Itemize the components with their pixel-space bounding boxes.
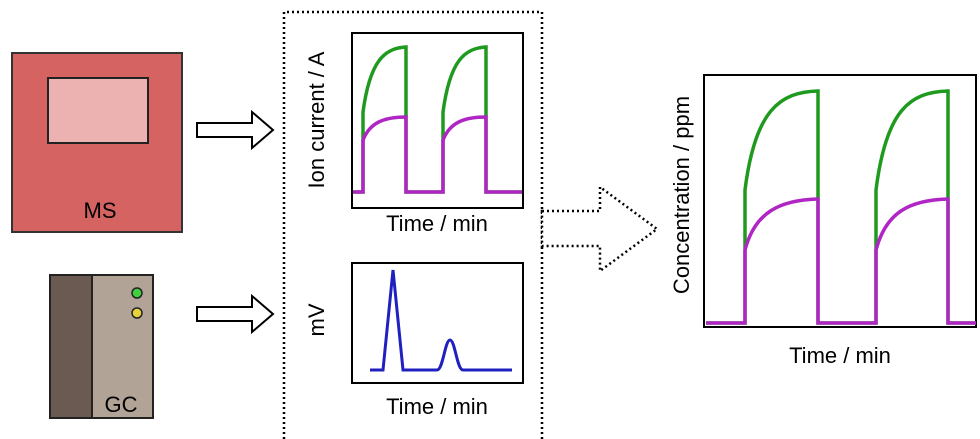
gc-label: GC (105, 392, 138, 417)
ion-panel: Ion current / A Time / min (304, 32, 524, 236)
ms-label: MS (84, 198, 117, 223)
x-axis-label: Time / min (386, 394, 488, 419)
x-axis-label: Time / min (789, 343, 891, 368)
gc-device: GC (49, 274, 154, 419)
y-axis-label: Ion current / A (304, 51, 329, 188)
dotted-frame (282, 10, 544, 439)
y-axis-label: mV (304, 303, 329, 336)
mv-panel: mV Time / min (304, 262, 524, 419)
x-axis-label: Time / min (386, 211, 488, 236)
dotted-arrow (540, 184, 660, 274)
ms-device: MS (11, 52, 183, 233)
arrow (196, 293, 275, 335)
arrow (196, 109, 275, 151)
y-axis-label: Concentration / ppm (669, 96, 694, 294)
concentration-panel: Concentration / ppm Time / min (669, 74, 977, 368)
